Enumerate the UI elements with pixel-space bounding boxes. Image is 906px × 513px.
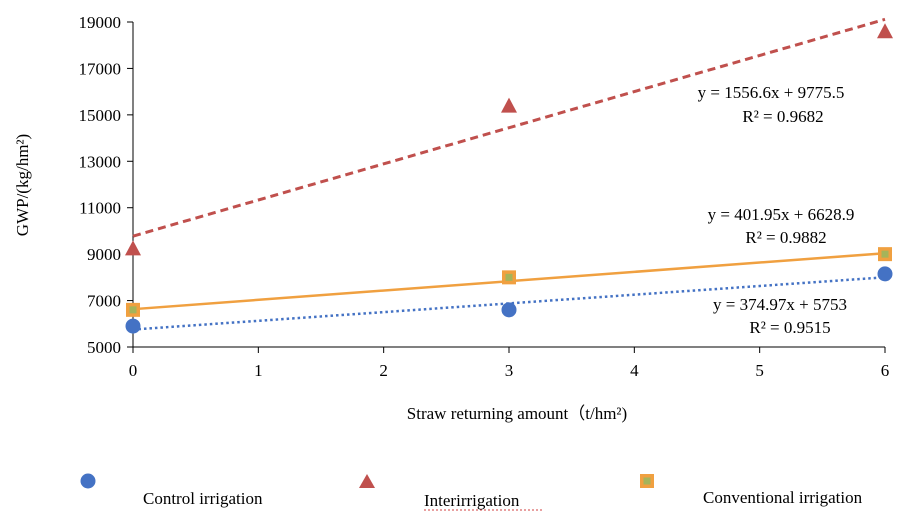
interirrigation-point bbox=[877, 23, 893, 39]
control-irrigation-r2: R² = 0.9515 bbox=[749, 318, 830, 337]
interirrigation-point bbox=[125, 240, 141, 256]
conventional-irrigation-point-inner bbox=[129, 306, 137, 314]
y-tick-label: 5000 bbox=[87, 338, 121, 357]
control-irrigation-point bbox=[877, 266, 893, 282]
x-tick-label: 5 bbox=[755, 361, 764, 380]
control-irrigation-point bbox=[125, 318, 141, 334]
y-tick-label: 7000 bbox=[87, 292, 121, 311]
y-tick-label: 19000 bbox=[79, 13, 122, 32]
x-axis-ticks: 0 1 2 3 4 5 6 bbox=[129, 347, 890, 380]
control-irrigation-trendline bbox=[132, 276, 886, 331]
y-axis-ticks: 5000 7000 9000 11000 13000 15000 17000 19000 bbox=[79, 13, 133, 357]
conventional-irrigation-r2: R² = 0.9882 bbox=[745, 228, 826, 247]
x-tick-label: 0 bbox=[129, 361, 138, 380]
interirrigation-point bbox=[501, 97, 517, 113]
x-tick-label: 2 bbox=[379, 361, 388, 380]
y-tick-label: 9000 bbox=[87, 245, 121, 264]
legend-conventional-irrigation-marker-inner bbox=[643, 477, 651, 485]
x-axis-title: Straw returning amount（t/hm²) bbox=[407, 404, 627, 423]
legend-interirrigation-label: Interirrigation bbox=[424, 491, 520, 510]
data-markers bbox=[125, 23, 893, 334]
control-irrigation-point bbox=[501, 302, 517, 318]
x-tick-label: 3 bbox=[505, 361, 514, 380]
x-tick-label: 4 bbox=[630, 361, 639, 380]
x-tick-label: 6 bbox=[881, 361, 890, 380]
y-tick-label: 11000 bbox=[79, 199, 121, 218]
x-tick-label: 1 bbox=[254, 361, 263, 380]
legend-interirrigation-marker bbox=[359, 474, 375, 488]
control-irrigation-equation: y = 374.97x + 5753 bbox=[713, 295, 847, 314]
y-tick-label: 13000 bbox=[79, 152, 122, 171]
y-tick-label: 17000 bbox=[79, 59, 122, 78]
legend-control-irrigation-label: Control irrigation bbox=[143, 489, 263, 508]
conventional-irrigation-equation: y = 401.95x + 6628.9 bbox=[708, 205, 855, 224]
conventional-irrigation-point-inner bbox=[505, 273, 513, 281]
interirrigation-r2: R² = 0.9682 bbox=[742, 107, 823, 126]
legend: Control irrigation Interirrigation Conve… bbox=[80, 473, 863, 511]
legend-control-irrigation-marker bbox=[80, 473, 96, 489]
conventional-irrigation-point-inner bbox=[881, 250, 889, 258]
interirrigation-trendline bbox=[132, 17, 886, 238]
legend-conventional-irrigation-label: Conventional irrigation bbox=[703, 488, 863, 507]
interirrigation-equation: y = 1556.6x + 9775.5 bbox=[698, 83, 845, 102]
y-tick-label: 15000 bbox=[79, 106, 122, 125]
y-axis-title: GWP/(kg/hm²) bbox=[13, 134, 32, 236]
